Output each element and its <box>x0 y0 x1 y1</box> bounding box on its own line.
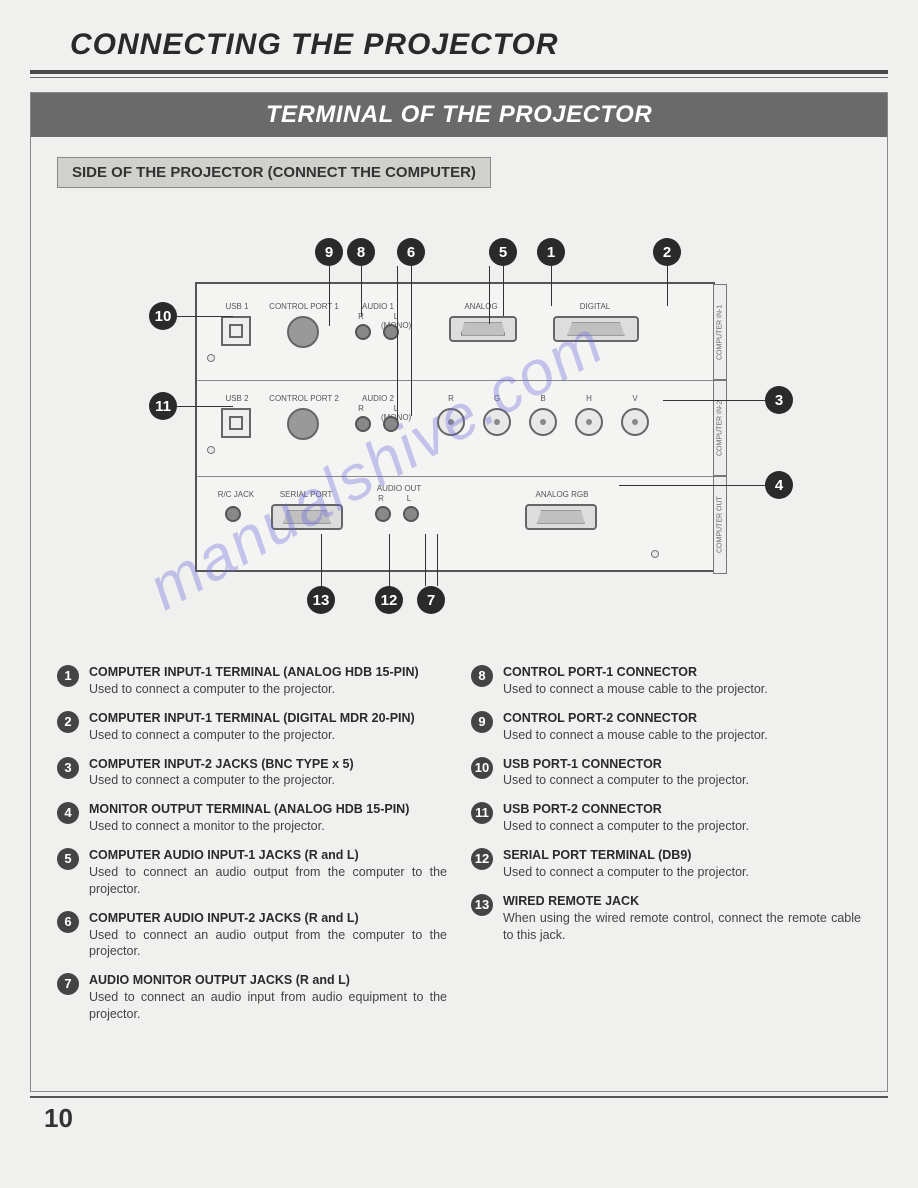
callout-11: 11 <box>149 392 177 420</box>
callout-7: 7 <box>417 586 445 614</box>
legend-item: 2COMPUTER INPUT-1 TERMINAL (DIGITAL MDR … <box>57 710 447 744</box>
label-digital: DIGITAL <box>565 302 625 311</box>
legend-item: 7AUDIO MONITOR OUTPUT JACKS (R and L)Use… <box>57 972 447 1023</box>
label-serial: SERIAL PORT <box>271 490 341 499</box>
usb1-port <box>221 316 251 346</box>
label-aout-r: R <box>373 494 389 503</box>
legend: 1COMPUTER INPUT-1 TERMINAL (ANALOG HDB 1… <box>51 664 867 1035</box>
legend-item: 4MONITOR OUTPUT TERMINAL (ANALOG HDB 15-… <box>57 801 447 835</box>
label-audio2: AUDIO 2 <box>353 394 403 403</box>
legend-left-column: 1COMPUTER INPUT-1 TERMINAL (ANALOG HDB 1… <box>57 664 447 1035</box>
audio1-r <box>355 324 371 340</box>
bnc-g <box>483 408 511 436</box>
sub-banner: SIDE OF THE PROJECTOR (CONNECT THE COMPU… <box>57 157 491 188</box>
label-aout-l: L <box>401 494 417 503</box>
side-label-in1: COMPUTER IN-1 <box>713 284 727 380</box>
projector-panel: COMPUTER IN-1 COMPUTER IN-2 COMPUTER OUT… <box>195 282 715 572</box>
label-usb1: USB 1 <box>217 302 257 311</box>
section-banner: TERMINAL OF THE PROJECTOR <box>31 93 887 137</box>
legend-item: 10USB PORT-1 CONNECTORUsed to connect a … <box>471 756 861 790</box>
audio-out-r <box>375 506 391 522</box>
callout-3: 3 <box>765 386 793 414</box>
legend-item: 12SERIAL PORT TERMINAL (DB9)Used to conn… <box>471 847 861 881</box>
serial-port <box>271 504 343 530</box>
callout-13: 13 <box>307 586 335 614</box>
usb2-port <box>221 408 251 438</box>
label-analog: ANALOG <box>451 302 511 311</box>
label-bnc-v: V <box>625 394 645 403</box>
bnc-r <box>437 408 465 436</box>
footer-rule <box>30 1096 888 1098</box>
content-frame: TERMINAL OF THE PROJECTOR SIDE OF THE PR… <box>30 92 888 1092</box>
digital-port <box>553 316 639 342</box>
label-audio-out: AUDIO OUT <box>369 484 429 493</box>
audio-out-l <box>403 506 419 522</box>
legend-item: 6COMPUTER AUDIO INPUT-2 JACKS (R and L)U… <box>57 910 447 961</box>
side-label-out: COMPUTER OUT <box>713 476 727 574</box>
callout-12: 12 <box>375 586 403 614</box>
label-usb2: USB 2 <box>217 394 257 403</box>
legend-item: 3COMPUTER INPUT-2 JACKS (BNC TYPE x 5)Us… <box>57 756 447 790</box>
analog-rgb-port <box>525 504 597 530</box>
title-divider <box>30 70 888 78</box>
analog-port <box>449 316 517 342</box>
legend-item: 1COMPUTER INPUT-1 TERMINAL (ANALOG HDB 1… <box>57 664 447 698</box>
legend-item: 13WIRED REMOTE JACKWhen using the wired … <box>471 893 861 944</box>
callout-6: 6 <box>397 238 425 266</box>
callout-5: 5 <box>489 238 517 266</box>
ctrl2-port <box>287 408 319 440</box>
side-label-in2: COMPUTER IN-2 <box>713 380 727 476</box>
callout-2: 2 <box>653 238 681 266</box>
terminal-diagram: 9 8 6 5 1 2 10 11 3 4 13 12 7 <box>129 214 789 614</box>
label-rc: R/C JACK <box>211 490 261 499</box>
callout-9: 9 <box>315 238 343 266</box>
label-bnc-b: B <box>533 394 553 403</box>
rc-jack <box>225 506 241 522</box>
audio2-r <box>355 416 371 432</box>
legend-item: 9CONTROL PORT-2 CONNECTORUsed to connect… <box>471 710 861 744</box>
label-audio2-r: R <box>353 404 369 413</box>
label-ctrl2: CONTROL PORT 2 <box>269 394 339 403</box>
page-number: 10 <box>44 1103 73 1134</box>
callout-10: 10 <box>149 302 177 330</box>
legend-item: 5COMPUTER AUDIO INPUT-1 JACKS (R and L)U… <box>57 847 447 898</box>
legend-item: 11USB PORT-2 CONNECTORUsed to connect a … <box>471 801 861 835</box>
legend-item: 8CONTROL PORT-1 CONNECTORUsed to connect… <box>471 664 861 698</box>
label-bnc-h: H <box>579 394 599 403</box>
callout-4: 4 <box>765 471 793 499</box>
label-bnc-r: R <box>441 394 461 403</box>
callout-1: 1 <box>537 238 565 266</box>
bnc-v <box>621 408 649 436</box>
label-bnc-g: G <box>487 394 507 403</box>
label-analog-rgb: ANALOG RGB <box>527 490 597 499</box>
legend-right-column: 8CONTROL PORT-1 CONNECTORUsed to connect… <box>471 664 861 1035</box>
ctrl1-port <box>287 316 319 348</box>
page-title: CONNECTING THE PROJECTOR <box>30 28 888 62</box>
bnc-h <box>575 408 603 436</box>
manual-page: CONNECTING THE PROJECTOR TERMINAL OF THE… <box>0 0 918 1188</box>
bnc-b <box>529 408 557 436</box>
callout-8: 8 <box>347 238 375 266</box>
